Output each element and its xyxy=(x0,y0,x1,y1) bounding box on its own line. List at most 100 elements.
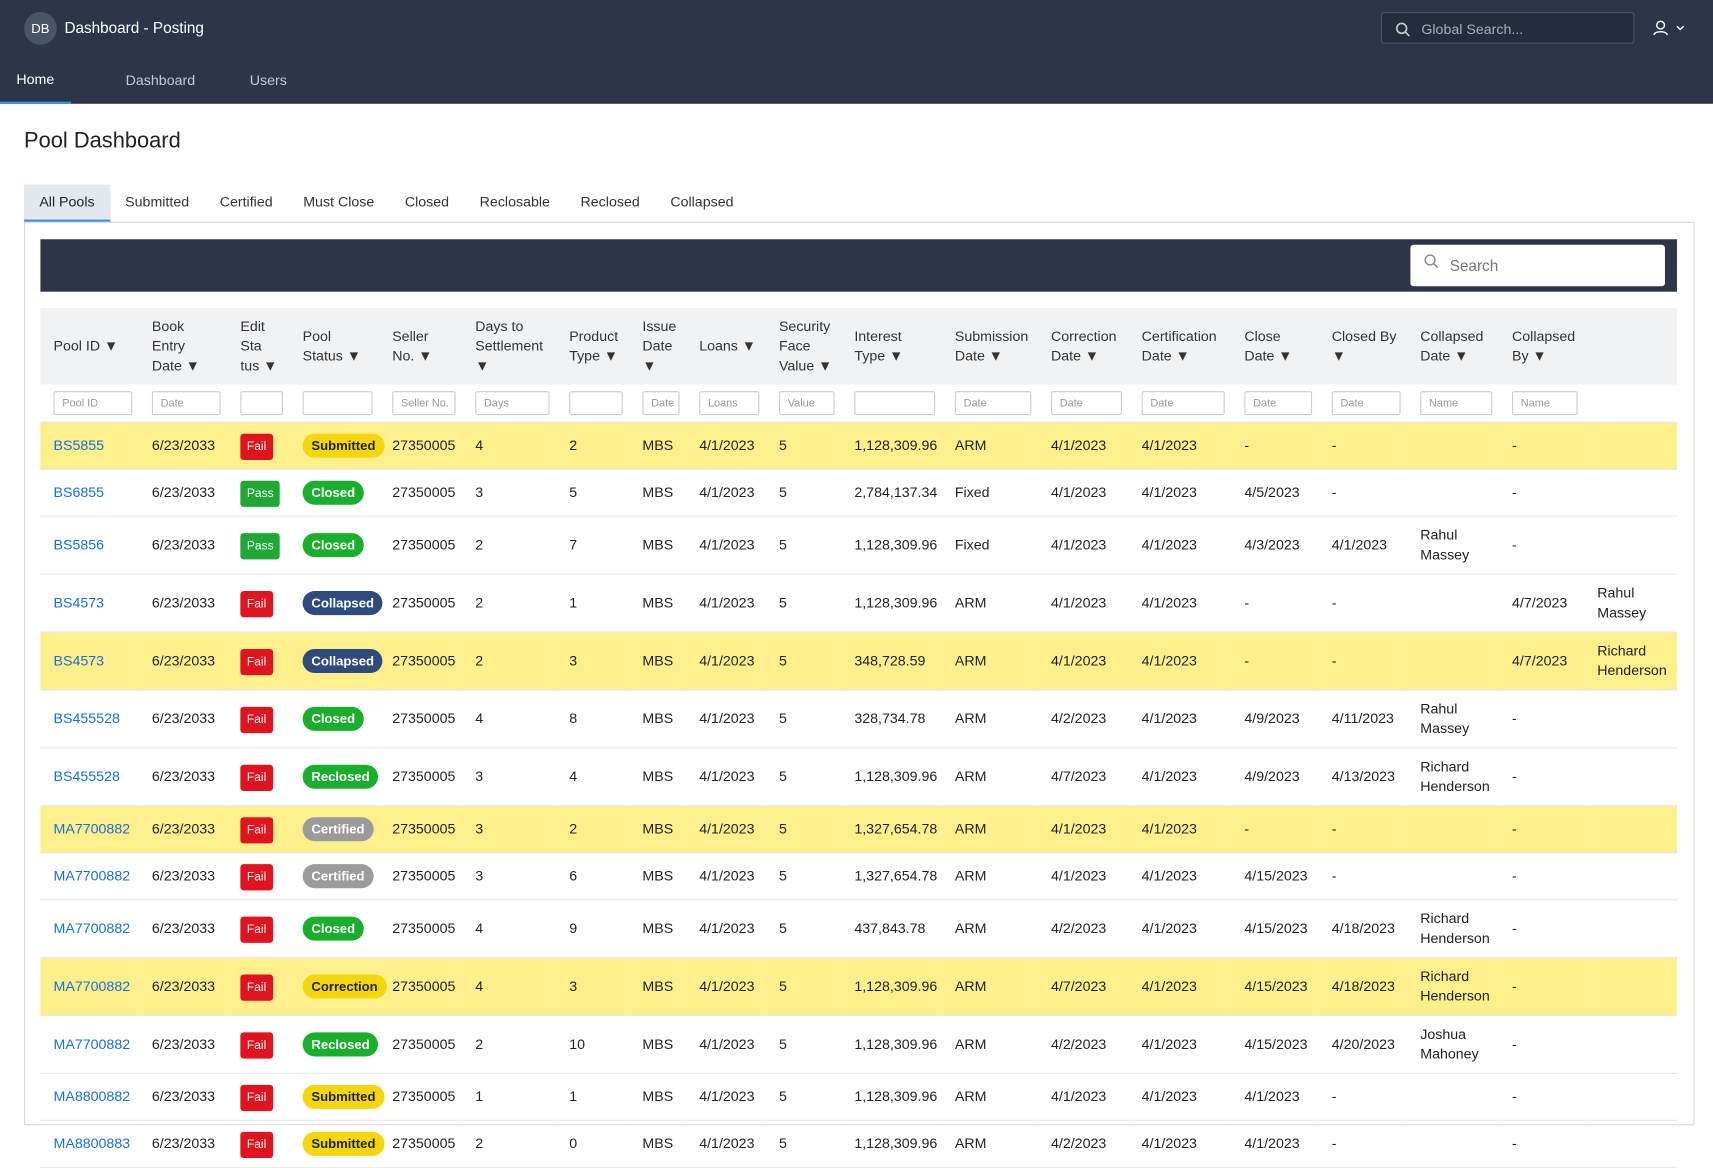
cell xyxy=(1407,1073,1499,1121)
column-header[interactable]: Book Entry Date ▼ xyxy=(138,308,228,385)
column-header[interactable]: Issue Date ▼ xyxy=(629,308,687,385)
cell: MBS xyxy=(629,632,687,691)
filter-cell: Seller No. xyxy=(379,384,463,423)
filter-input[interactable]: Value xyxy=(778,391,835,416)
column-header[interactable]: Submission Date ▼ xyxy=(941,308,1038,385)
pool-id-link[interactable]: MA8800883 xyxy=(53,1135,131,1152)
column-header[interactable]: Pool ID ▼ xyxy=(40,308,139,385)
pool-id-link[interactable]: BS5855 xyxy=(53,437,105,454)
cell: 1,128,309.96 xyxy=(841,516,942,575)
pool-id-link[interactable]: BS5856 xyxy=(53,536,105,553)
cell-text: 6/23/2033 xyxy=(151,820,216,837)
pool-id-link[interactable]: MA7700882 xyxy=(53,977,131,995)
column-header[interactable]: Seller No. ▼ xyxy=(379,308,463,385)
column-header[interactable]: Close Date ▼ xyxy=(1231,308,1319,385)
cell: 5 xyxy=(765,689,842,749)
cell: 4/3/2023 xyxy=(1231,516,1319,575)
column-header[interactable]: Pool Status ▼ xyxy=(289,308,380,385)
filter-input[interactable]: Days xyxy=(475,391,550,416)
tab[interactable]: Reclosable xyxy=(479,193,550,210)
cell: - xyxy=(1318,422,1408,470)
tab[interactable]: All Pools xyxy=(24,184,110,222)
pool-id-link[interactable]: BS6855 xyxy=(53,483,105,501)
filter-input[interactable]: Seller No. xyxy=(392,391,456,416)
filter-input[interactable] xyxy=(569,391,623,416)
cell: 4/1/2023 xyxy=(1128,1015,1232,1074)
table-search[interactable]: Search xyxy=(1410,244,1665,287)
cell xyxy=(1584,1073,1677,1121)
pool-id-link[interactable]: MA7700882 xyxy=(53,1035,131,1053)
filter-input[interactable] xyxy=(240,391,283,416)
pool-id-link[interactable]: BS455528 xyxy=(53,710,120,727)
search-placeholder: Global Search... xyxy=(1421,20,1524,38)
pool-id-link[interactable]: BS4573 xyxy=(53,652,105,669)
cell-text: 6/23/2033 xyxy=(151,536,216,553)
cell-text: 4/1/2023 xyxy=(699,594,755,611)
pool-id-link[interactable]: BS455528 xyxy=(53,768,120,785)
cell: Rahul Massey xyxy=(1407,689,1499,749)
filter-input[interactable]: Date xyxy=(1141,391,1225,416)
cell: - xyxy=(1498,469,1585,517)
filter-input[interactable] xyxy=(302,391,373,416)
cell: - xyxy=(1498,957,1585,1017)
tab[interactable]: Certified xyxy=(219,193,273,210)
column-header[interactable]: Correction Date ▼ xyxy=(1037,308,1129,385)
tab[interactable]: Reclosed xyxy=(580,193,640,210)
cell: MBS xyxy=(629,852,687,901)
cell-text: 6 xyxy=(569,867,578,884)
cell xyxy=(1407,1120,1499,1168)
tab[interactable]: Submitted xyxy=(125,193,190,210)
column-header[interactable]: Collapsed Date ▼ xyxy=(1407,308,1499,385)
column-header[interactable]: Interest Type ▼ xyxy=(841,308,942,385)
nav-item[interactable]: Dashboard xyxy=(125,72,196,89)
pool-id-link[interactable]: MA7700882 xyxy=(53,919,131,937)
cell: 4/1/2023 xyxy=(1231,1120,1319,1168)
column-header[interactable]: Security Face Value ▼ xyxy=(765,308,842,385)
cell: 5 xyxy=(765,899,842,959)
pool-id-link[interactable]: BS4573 xyxy=(53,594,105,611)
column-header[interactable]: Closed By ▼ xyxy=(1318,308,1408,385)
cell-text: 0 xyxy=(569,1135,578,1152)
filter-input[interactable]: Date xyxy=(954,391,1032,416)
cell: Fixed xyxy=(941,469,1038,517)
filter-input[interactable]: Date xyxy=(1244,391,1313,416)
user-menu[interactable] xyxy=(1653,20,1688,37)
filter-input[interactable]: Name xyxy=(1420,391,1493,416)
cell-text: 4/1/2023 xyxy=(1141,710,1197,727)
pool-id-link[interactable]: MA7700882 xyxy=(53,820,131,837)
global-search[interactable]: Global Search... xyxy=(1380,12,1635,44)
column-header[interactable]: Edit Sta tus ▼ xyxy=(227,308,290,385)
cell: 6/23/2033 xyxy=(138,632,228,691)
cell-text: Rahul Massey xyxy=(1597,584,1647,621)
nav-item[interactable]: Home xyxy=(0,57,72,104)
cell: Fail xyxy=(227,747,290,807)
filter-input[interactable]: Pool ID xyxy=(53,391,133,416)
cell-text: 27350005 xyxy=(392,1088,456,1105)
pool-id-link[interactable]: MA8800882 xyxy=(53,1088,131,1105)
filter-input[interactable]: Date xyxy=(642,391,680,416)
column-header[interactable]: Loans ▼ xyxy=(686,308,766,385)
column-header[interactable]: Product Type ▼ xyxy=(556,308,630,385)
nav-item[interactable]: Users xyxy=(249,72,287,89)
tab[interactable]: Closed xyxy=(404,193,450,210)
filter-input[interactable]: Loans xyxy=(699,391,760,416)
cell: 27350005 xyxy=(379,689,463,749)
cell-text: ARM xyxy=(954,1035,987,1053)
tab[interactable]: Must Close xyxy=(303,193,375,210)
filter-input[interactable]: Name xyxy=(1512,391,1578,416)
cell-text: 4/1/2023 xyxy=(699,820,755,837)
column-header[interactable]: Collapsed By ▼ xyxy=(1498,308,1585,385)
column-header[interactable]: Days to Settlement ▼ xyxy=(462,308,557,385)
filter-input[interactable] xyxy=(854,391,936,416)
cell-text: MBS xyxy=(642,977,674,995)
cell: 437,843.78 xyxy=(841,899,942,959)
cell: ARM xyxy=(941,422,1038,470)
filter-input[interactable]: Date xyxy=(151,391,221,416)
cell-text: Fixed xyxy=(954,536,990,553)
pool-id-link[interactable]: MA7700882 xyxy=(53,867,131,884)
column-header[interactable]: Certification Date ▼ xyxy=(1128,308,1232,385)
tab[interactable]: Collapsed xyxy=(670,193,734,210)
filter-input[interactable]: Date xyxy=(1050,391,1122,416)
filter-input[interactable]: Date xyxy=(1331,391,1401,416)
